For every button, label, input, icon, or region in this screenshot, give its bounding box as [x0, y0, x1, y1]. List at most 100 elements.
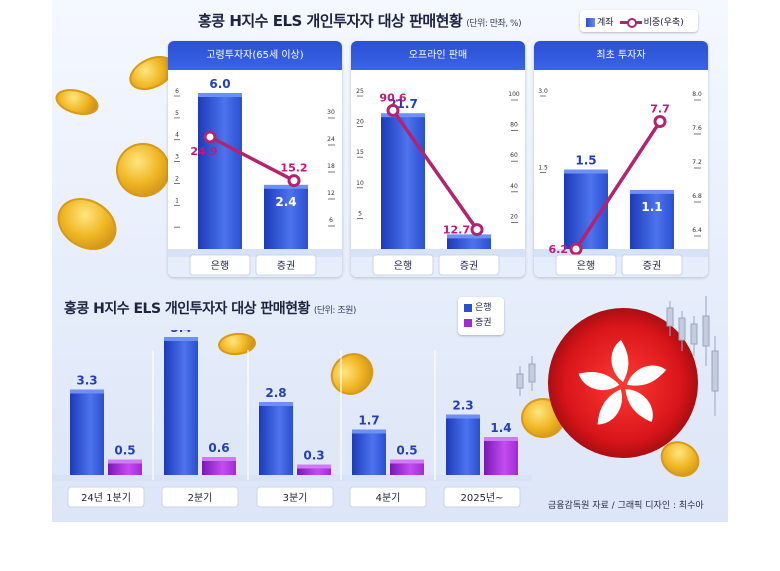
- bar-은행: [198, 96, 242, 249]
- y-tick-label: 20: [356, 119, 364, 126]
- share-value-label: 15.2: [280, 162, 307, 175]
- y2-tick-label: 80: [510, 122, 518, 129]
- chart-first-time: 3.0 1.5 8.0 7.6 7.2 6.8 6.4 1.5 1.1 6.2 7.7 은행 증권: [534, 88, 708, 277]
- bar-top: [198, 93, 242, 97]
- bank-value-label: 5.4: [170, 330, 191, 335]
- category-box: [443, 486, 521, 508]
- share-point: [203, 130, 217, 144]
- share-line: [574, 120, 662, 250]
- y-tick-label: 1: [175, 197, 179, 204]
- bar-top: [164, 337, 198, 341]
- top-title: 홍콩 H지수 ELS 개인투자자 대상 판매현황 (단위: 만좌, %): [198, 12, 522, 30]
- chart-quarterly-sales: 3.3 0.5 24년 1분기 5.4 0.6 2분기 2.8 0.3 3분기 1.7 0.5 4분기…: [52, 330, 532, 508]
- share-point: [287, 174, 301, 188]
- category-label: 은행: [211, 260, 229, 272]
- bar-top: [390, 459, 424, 464]
- panel-title: 최초 투자자: [534, 41, 708, 70]
- bar-top: [108, 459, 142, 464]
- bar-top: [564, 169, 608, 174]
- bar-top: [297, 464, 331, 469]
- category-label: 은행: [577, 260, 595, 272]
- y2-tick-label: 12: [327, 190, 335, 197]
- bar-top: [446, 414, 480, 419]
- y-tick-label: 4: [175, 132, 179, 139]
- share-line: [391, 109, 479, 231]
- bar-securities-24년 1분기: [108, 462, 142, 475]
- securities-value-label: 0.3: [303, 449, 324, 463]
- category-label: 3분기: [283, 492, 308, 504]
- category-label: 4분기: [376, 492, 401, 504]
- bar-증권: [630, 192, 674, 249]
- category-box: [372, 254, 434, 276]
- category-label: 증권: [460, 260, 478, 272]
- category-box: [555, 254, 617, 276]
- category-box: [438, 254, 500, 276]
- y2-tick-label: 7.2: [692, 159, 702, 166]
- y2-tick-label: 20: [510, 213, 518, 220]
- y2-tick-label: 100: [508, 91, 520, 98]
- category-box: [161, 486, 239, 508]
- floor: [52, 475, 532, 481]
- bar-value-label: 6.0: [209, 77, 230, 91]
- bank-value-label: 1.7: [358, 414, 379, 428]
- chart-elderly: 6 5 4 3 2 1 30 24 18 12 6 6.0 2.4 24.9 15.2 은행 증권: [168, 77, 342, 277]
- top-legend: 계좌 비중(우축): [580, 10, 698, 32]
- bar-은행: [381, 116, 425, 249]
- category-box: [67, 486, 145, 508]
- category-box: [189, 254, 251, 276]
- bar-value-label: 1.5: [575, 154, 596, 168]
- category-label: 2025년~: [460, 492, 503, 504]
- bar-securities-4분기: [390, 462, 424, 475]
- y2-tick-label: 6.4: [692, 227, 702, 234]
- y2-tick-label: 60: [510, 152, 518, 159]
- y2-tick-label: 40: [510, 183, 518, 190]
- y2-tick-label: 8.0: [692, 91, 702, 98]
- y2-tick-label: 24: [327, 136, 335, 143]
- share-value-label: 12.7: [443, 224, 470, 237]
- bar-top: [264, 184, 308, 189]
- share-value-label: 7.7: [650, 103, 670, 116]
- bar-bank-2분기: [164, 340, 198, 475]
- y-tick-label: 5: [358, 210, 362, 217]
- candlestick-decoration: [516, 296, 719, 416]
- bar-value-label: 2.4: [275, 195, 296, 209]
- bar-bank-4분기: [352, 432, 386, 475]
- category-label: 증권: [643, 260, 661, 272]
- legend-securities: 증권: [464, 316, 498, 331]
- top-unit: (단위: 만좌, %): [466, 19, 522, 29]
- bar-증권: [264, 187, 308, 249]
- bar-top: [381, 113, 425, 118]
- panel-title: 고령투자자(65세 이상): [168, 41, 342, 70]
- y-tick-label: 2: [175, 175, 179, 182]
- bar-top: [484, 437, 518, 441]
- securities-value-label: 0.5: [114, 444, 135, 458]
- floor: [351, 249, 525, 257]
- bar-bank-3분기: [259, 405, 293, 475]
- legend-bank: 은행: [464, 301, 498, 316]
- bar-top: [447, 234, 491, 239]
- bar-value-label: 1.1: [641, 200, 662, 214]
- securities-value-label: 1.4: [490, 421, 511, 435]
- bank-value-label: 3.3: [76, 374, 97, 388]
- y-tick-label: 3.0: [538, 88, 548, 95]
- panel-elderly-investors: 고령투자자(65세 이상) 6 5 4 3 2 1 30 24 18 12 6 6.0 2.4 24.9 1…: [168, 41, 342, 277]
- y-tick-label: 3: [175, 154, 179, 161]
- hong-kong-flag-icon: [548, 308, 698, 458]
- share-point: [569, 242, 583, 256]
- bank-value-label: 2.8: [265, 386, 286, 400]
- y-tick-label: 1.5: [538, 165, 548, 172]
- y-tick-label: 10: [356, 180, 364, 187]
- category-box: [349, 486, 427, 508]
- y2-tick-label: 30: [327, 109, 335, 116]
- y-tick-label: 5: [175, 110, 179, 117]
- legend-line: 비중(우축): [619, 15, 684, 28]
- category-label: 2분기: [188, 492, 213, 504]
- y-tick-label: 25: [356, 88, 364, 95]
- share-value-label: 90.6: [379, 91, 406, 104]
- bar-securities-2분기: [202, 460, 236, 475]
- share-line: [209, 135, 295, 183]
- share-value-label: 24.9: [190, 145, 217, 158]
- share-point: [386, 103, 400, 117]
- bar-증권: [447, 237, 491, 249]
